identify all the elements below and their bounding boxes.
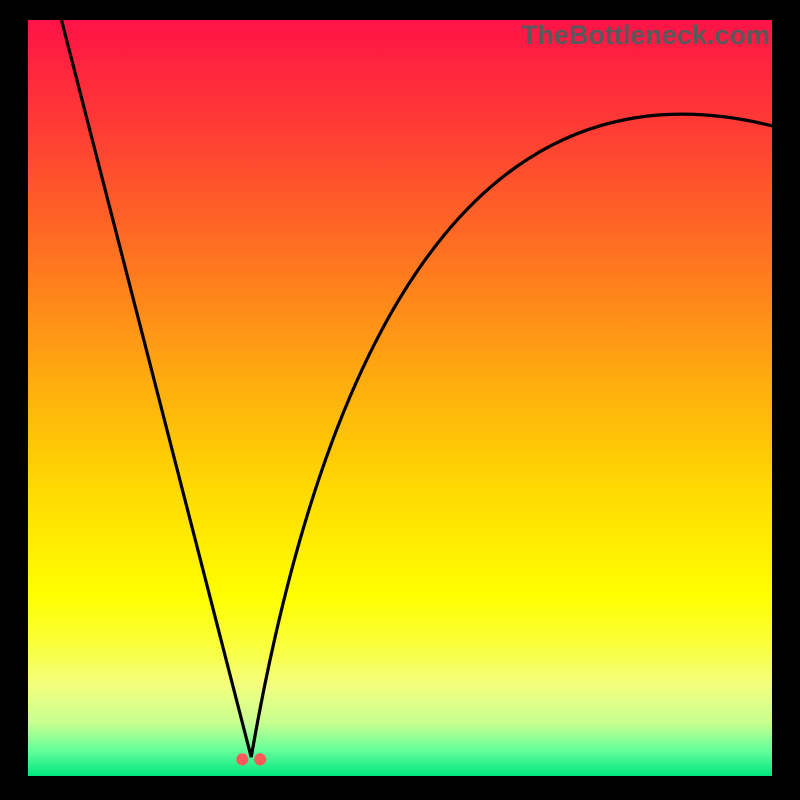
curve-layer [28,20,772,776]
border-top [0,0,800,20]
plot-area: TheBottleneck.com [28,20,772,776]
border-bottom [0,776,800,800]
min-marker-2 [254,753,266,765]
min-marker-1 [236,753,248,765]
border-left [0,0,28,800]
bottleneck-curve [61,20,772,757]
border-right [772,0,800,800]
chart-frame: TheBottleneck.com [0,0,800,800]
